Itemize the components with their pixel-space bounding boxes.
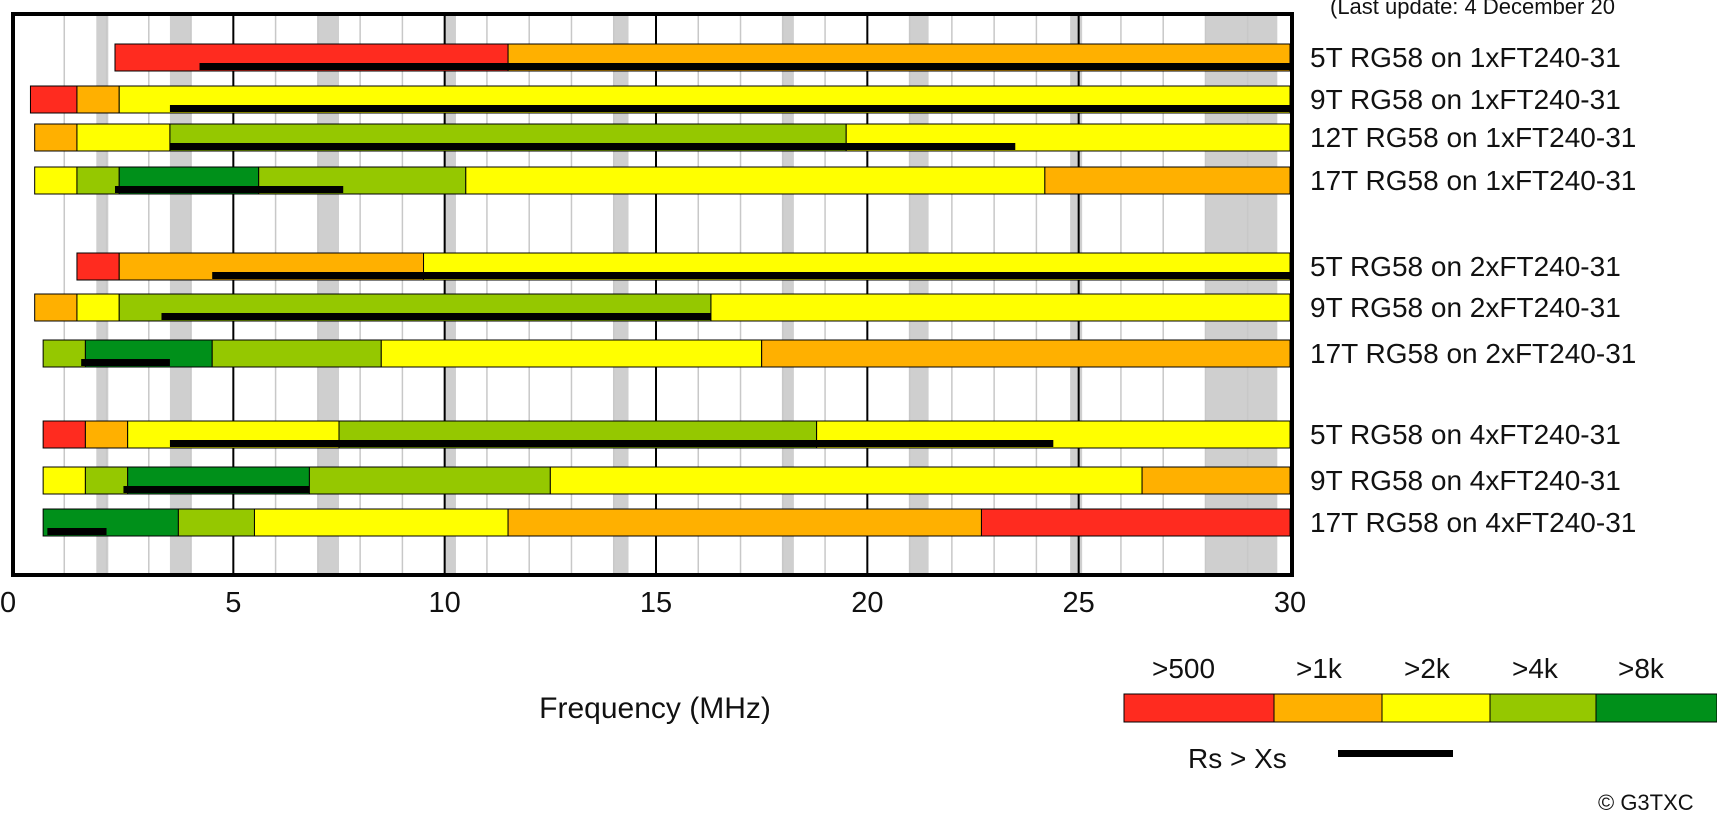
series-bar [34, 123, 1291, 152]
series-bar [42, 420, 1291, 449]
series-label: 12T RG58 on 1xFT240-31 [1310, 122, 1636, 153]
series-label: 9T RG58 on 1xFT240-31 [1310, 84, 1621, 115]
rs-gt-xs-line [123, 486, 310, 493]
legend-label: >8k [1618, 653, 1665, 684]
bar-segment [76, 85, 120, 114]
copyright: © G3TXC [1598, 790, 1694, 815]
bar-segment [380, 339, 763, 368]
rs-gt-xs-line [169, 143, 1016, 150]
rs-gt-xs-line [114, 186, 344, 193]
legend-label: >2k [1404, 653, 1451, 684]
x-tick-label: 20 [851, 587, 883, 619]
rs-gt-xs-line [169, 105, 1290, 112]
bar-segment [549, 466, 1143, 495]
series-label: 5T RG58 on 1xFT240-31 [1310, 42, 1621, 73]
x-tick-label: 15 [640, 587, 672, 619]
legend-swatch [1123, 693, 1275, 723]
legend-label: >500 [1152, 653, 1215, 684]
series-label: 17T RG58 on 4xFT240-31 [1310, 507, 1636, 538]
series-label: 9T RG58 on 2xFT240-31 [1310, 292, 1621, 323]
bar-segment [84, 466, 129, 495]
bar-segment [308, 466, 551, 495]
bar-segment [84, 420, 129, 449]
series-label: 9T RG58 on 4xFT240-31 [1310, 465, 1621, 496]
update-note: (Last update: 4 December 20 [1330, 0, 1615, 19]
x-tick-label: 5 [225, 587, 241, 619]
bar-segment [980, 508, 1291, 537]
rs-gt-xs-line [169, 440, 1054, 447]
legend: >500 >1k >2k >4k >8k Rs > Xs [1123, 653, 1717, 774]
series-label: 17T RG58 on 1xFT240-31 [1310, 165, 1636, 196]
series-label: 5T RG58 on 4xFT240-31 [1310, 419, 1621, 450]
bar-segment [76, 252, 120, 281]
bar-segment [42, 466, 86, 495]
series-bar [34, 293, 1291, 322]
bar-segment [761, 339, 1291, 368]
series-bar [76, 252, 1291, 281]
legend-line-sample [1338, 750, 1453, 757]
legend-label: >1k [1296, 653, 1343, 684]
bar-segment [76, 166, 120, 195]
x-tick-label: 10 [429, 587, 461, 619]
rs-gt-xs-line [212, 272, 1291, 279]
bar-segment [1044, 166, 1291, 195]
series-bar [114, 43, 1291, 72]
rs-gt-xs-line [161, 313, 711, 320]
bar-segment [42, 339, 86, 368]
bars [29, 43, 1291, 537]
series-bar [34, 166, 1291, 195]
rs-gt-xs-line [81, 359, 170, 366]
series-bar [29, 85, 1291, 114]
bar-segment [29, 85, 78, 114]
bar-segment [465, 166, 1046, 195]
bar-segment [507, 508, 982, 537]
legend-label: >4k [1512, 653, 1559, 684]
rs-gt-xs-line [199, 63, 1290, 70]
bar-segment [42, 508, 179, 537]
series-bar [42, 339, 1291, 368]
x-tick-label: 0 [0, 587, 16, 619]
x-axis-title: Frequency (MHz) [539, 692, 771, 725]
plot-frame [11, 12, 1294, 577]
legend-swatch [1381, 693, 1491, 723]
legend-swatch [1273, 693, 1383, 723]
series-label: 5T RG58 on 2xFT240-31 [1310, 251, 1621, 282]
bar-segment [710, 293, 1291, 322]
bar-segment [34, 293, 78, 322]
rs-gt-xs-line [47, 528, 107, 535]
bar-segment [211, 339, 382, 368]
x-axis-ticks: 0 5 10 15 20 25 30 [0, 587, 1306, 619]
bar-segment [76, 293, 120, 322]
bar-segment [253, 508, 509, 537]
series-bar [42, 466, 1291, 495]
legend-swatch [1595, 693, 1717, 723]
x-tick-label: 25 [1063, 587, 1095, 619]
series-bar [42, 508, 1291, 537]
bar-segment [34, 123, 78, 152]
legend-line-label: Rs > Xs [1188, 743, 1287, 774]
bar-segment [177, 508, 255, 537]
bar-segment [76, 123, 171, 152]
bar-segment [34, 166, 78, 195]
bar-segment [42, 420, 86, 449]
series-labels: 5T RG58 on 1xFT240-31 9T RG58 on 1xFT240-… [1310, 42, 1636, 538]
x-tick-label: 30 [1274, 587, 1306, 619]
bar-segment [1141, 466, 1291, 495]
legend-swatch [1489, 693, 1597, 723]
series-label: 17T RG58 on 2xFT240-31 [1310, 338, 1636, 369]
